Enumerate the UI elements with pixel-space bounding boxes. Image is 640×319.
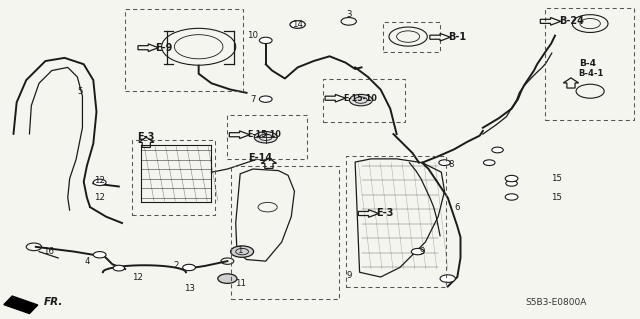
- Circle shape: [439, 160, 451, 166]
- Text: B-4: B-4: [579, 59, 596, 68]
- Circle shape: [412, 249, 424, 255]
- Circle shape: [93, 179, 106, 186]
- Bar: [346, 156, 447, 287]
- Text: 8: 8: [448, 160, 454, 169]
- Text: 10: 10: [248, 31, 259, 40]
- Text: E-3: E-3: [376, 209, 394, 219]
- Bar: [125, 9, 243, 91]
- Circle shape: [506, 181, 517, 186]
- Circle shape: [483, 160, 495, 166]
- Circle shape: [290, 21, 305, 28]
- Circle shape: [182, 264, 195, 271]
- Circle shape: [93, 252, 106, 258]
- Text: 3: 3: [346, 11, 351, 19]
- Bar: [323, 78, 405, 122]
- Text: 12: 12: [94, 176, 105, 185]
- Circle shape: [505, 194, 518, 200]
- Text: E-15-10: E-15-10: [343, 94, 377, 103]
- Text: 16: 16: [43, 247, 54, 256]
- Text: 2: 2: [173, 261, 179, 271]
- Text: 15: 15: [551, 174, 562, 183]
- Bar: [227, 115, 307, 159]
- Bar: [230, 166, 339, 299]
- Circle shape: [349, 94, 372, 106]
- Circle shape: [113, 265, 125, 271]
- Circle shape: [440, 275, 456, 282]
- Text: 9: 9: [419, 247, 425, 256]
- Circle shape: [259, 96, 272, 102]
- Text: 15: 15: [551, 193, 562, 202]
- Text: 14: 14: [292, 20, 303, 29]
- Text: FR.: FR.: [44, 297, 63, 307]
- Bar: [545, 8, 634, 121]
- Text: E-14: E-14: [248, 153, 272, 163]
- Text: 6: 6: [454, 203, 460, 211]
- Text: S5B3-E0800A: S5B3-E0800A: [525, 298, 587, 307]
- Text: 1: 1: [237, 246, 243, 255]
- Text: B-24: B-24: [559, 16, 584, 26]
- Circle shape: [254, 131, 277, 143]
- Text: 12: 12: [94, 193, 105, 202]
- Text: E-15-10: E-15-10: [247, 130, 281, 139]
- Polygon shape: [4, 296, 38, 314]
- Text: 13: 13: [184, 284, 195, 293]
- Circle shape: [230, 246, 253, 257]
- Text: E-9: E-9: [156, 43, 173, 53]
- Text: 9: 9: [346, 271, 351, 280]
- Text: E-3: E-3: [138, 132, 155, 142]
- Text: B-4-1: B-4-1: [579, 69, 604, 78]
- Circle shape: [492, 147, 503, 153]
- Text: 12: 12: [132, 272, 143, 281]
- Bar: [132, 140, 214, 215]
- Text: 5: 5: [78, 87, 83, 96]
- Text: B-1: B-1: [448, 32, 466, 42]
- Circle shape: [259, 37, 272, 44]
- Text: 7: 7: [250, 95, 256, 104]
- Circle shape: [218, 274, 237, 283]
- Text: 11: 11: [235, 279, 246, 288]
- Circle shape: [505, 175, 518, 182]
- Text: 4: 4: [84, 257, 90, 266]
- Bar: [383, 22, 440, 52]
